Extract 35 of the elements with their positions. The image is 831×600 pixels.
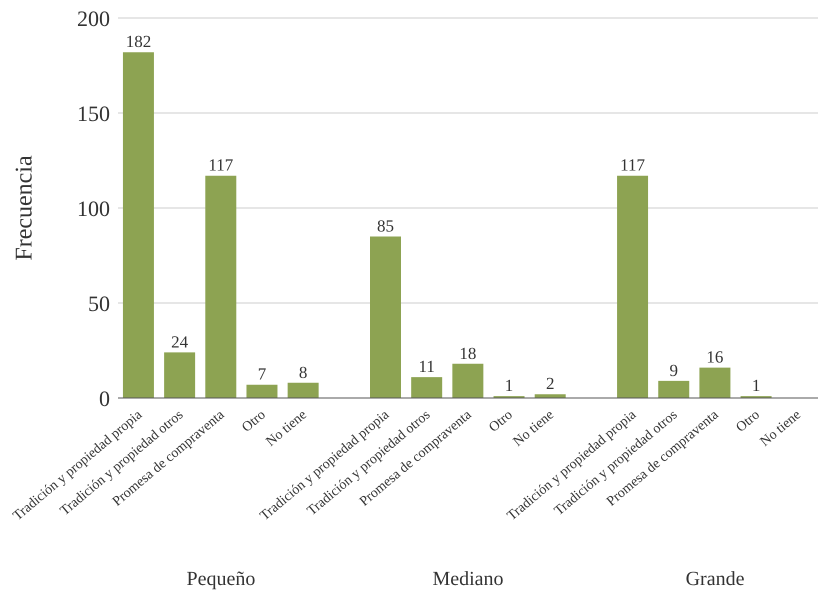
data-label: 18 xyxy=(459,344,476,363)
y-tick-label: 50 xyxy=(88,290,110,316)
data-label: 8 xyxy=(298,362,308,382)
bar xyxy=(617,176,648,398)
data-label: 7 xyxy=(258,364,267,384)
data-label: 85 xyxy=(377,216,394,236)
y-tick-label: 150 xyxy=(77,100,110,126)
y-tick-label: 100 xyxy=(77,196,110,221)
y-tick-label: 200 xyxy=(77,6,110,31)
text: Grande xyxy=(684,568,746,591)
bar xyxy=(370,236,401,398)
text: Mediano xyxy=(431,568,505,591)
data-label: 2 xyxy=(546,374,554,394)
bar xyxy=(164,352,196,398)
data-label: 1 xyxy=(504,376,514,396)
bar xyxy=(534,394,566,398)
data-label: 117 xyxy=(208,156,234,175)
data-label: 9 xyxy=(669,360,678,380)
bar xyxy=(205,176,236,398)
bar xyxy=(699,368,730,398)
bar xyxy=(122,52,154,398)
bar xyxy=(246,384,278,398)
y-axis-title: Frecuencia xyxy=(12,155,38,261)
bar xyxy=(452,364,484,398)
data-label: 117 xyxy=(620,156,646,175)
data-label: 16 xyxy=(706,348,724,367)
y-tick-label: 0 xyxy=(99,386,110,411)
bar xyxy=(288,382,319,398)
text: Pequeño xyxy=(185,568,256,591)
data-label: 1 xyxy=(752,376,760,396)
bar xyxy=(658,380,690,398)
data-label: 182 xyxy=(126,32,152,52)
bar xyxy=(411,377,442,398)
data-label: 11 xyxy=(418,357,435,376)
data-label: 24 xyxy=(171,332,189,352)
